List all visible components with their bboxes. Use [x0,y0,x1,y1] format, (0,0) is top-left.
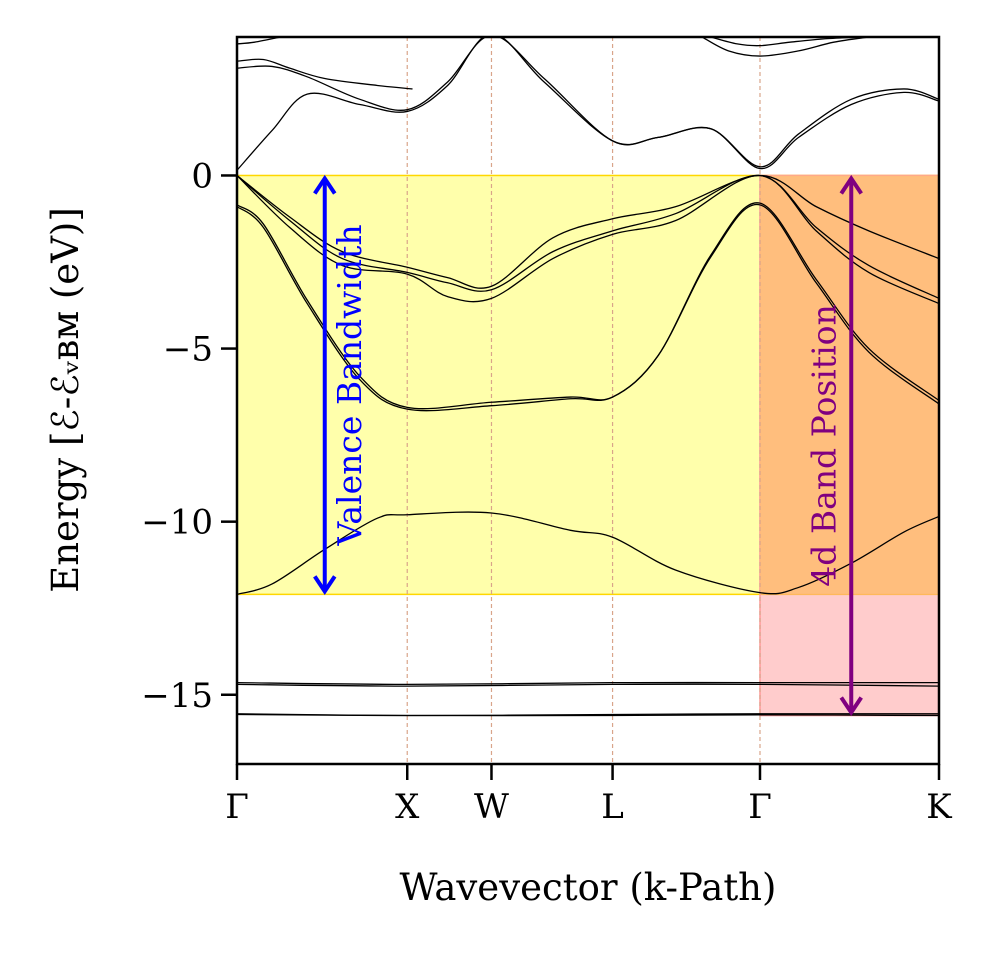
valence-bandwidth-arrow-head-bottom [313,575,337,595]
band-lines [237,37,939,717]
x-axis-label: Wavevector (k-Path) [400,866,777,909]
band-semicore-2 [237,713,939,717]
y-tick-label: −10 [141,503,213,543]
x-tick-label: X [395,787,420,827]
band-valence-1 [237,511,939,595]
x-tick-label: W [474,787,509,827]
band-valence-5 [237,174,939,305]
x-tick-label: K [926,787,952,827]
y-axis-label: Energy [ℰ-ℰᵥʙᴍ (eV)] [44,207,87,593]
band-conduction-4 [237,37,282,45]
band-conduction-3 [237,58,413,90]
x-tick-label: Γ [225,787,249,827]
annotations: Valence Bandwidth 4d Band Position [313,174,863,717]
d-band-position-arrow-head-bottom [839,696,863,717]
x-tick-label: Γ [748,787,772,827]
d-band-position-label: 4d Band Position [804,304,843,587]
d-band-position-arrow-head-top [839,174,863,195]
valence-bandwidth-label: Valence Bandwidth [330,224,369,546]
y-tick-label: 0 [191,156,213,196]
band-valence-6 [237,174,939,289]
band-valence-4 [237,174,939,299]
k-point-guide-lines [406,37,761,764]
band-semicore-3 [237,683,939,687]
y-axis-ticks: 0 −5 −10 −15 [141,156,237,716]
valence-bandwidth-arrow-head-top [313,174,337,195]
band-conduction-1 [237,37,939,171]
plot-frame [235,35,941,766]
y-tick-label: −5 [163,330,213,370]
band-conduction-6 [710,37,861,47]
band-semicore-4 [237,681,939,686]
x-tick-label: L [601,787,624,827]
band-valence-3 [237,203,939,412]
band-conduction-5 [701,37,869,57]
y-tick-label: −15 [141,676,213,716]
band-conduction-2 [237,37,939,168]
